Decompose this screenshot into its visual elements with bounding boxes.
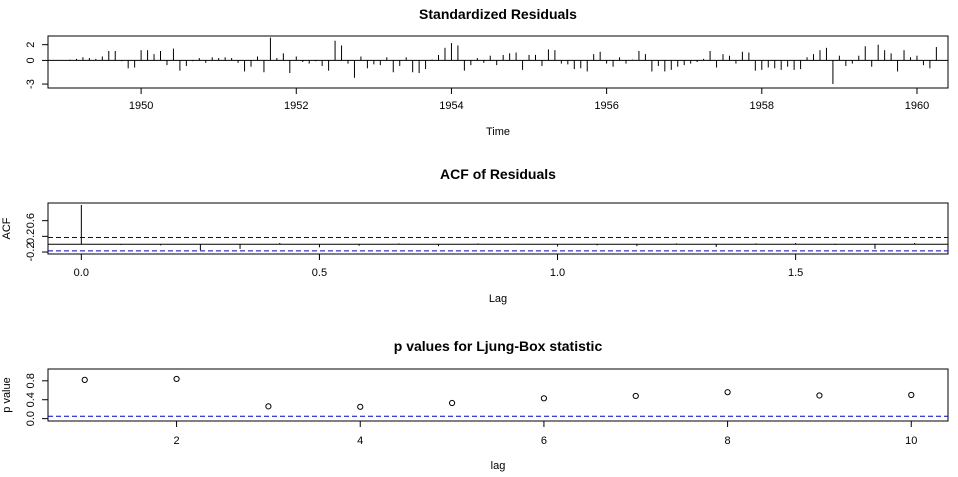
y-tick-label: 0.6 xyxy=(25,213,37,228)
x-tick-label: 1952 xyxy=(284,100,308,112)
y-axis-label: p value xyxy=(1,377,13,412)
p-value-point xyxy=(266,404,271,409)
x-tick-label: 2 xyxy=(174,435,180,447)
x-tick-label: 4 xyxy=(357,435,363,447)
x-tick-label: 1954 xyxy=(439,100,463,112)
x-tick-label: 1960 xyxy=(905,100,929,112)
x-axis-label: Time xyxy=(486,126,510,138)
x-axis-label: Lag xyxy=(489,293,507,305)
y-tick-label: -0.2 xyxy=(25,243,37,262)
x-tick-label: 0.0 xyxy=(74,267,89,279)
ljung-box-panel: p values for Ljung-Box statistic 2 4 6 8 10 0.… xyxy=(1,338,948,472)
p-value-point xyxy=(817,393,822,398)
x-tick-label: 1.5 xyxy=(788,267,803,279)
plot-frame xyxy=(48,369,948,421)
y-tick-label: 2 xyxy=(25,42,37,48)
p-value-point xyxy=(358,404,363,409)
p-value-point xyxy=(82,377,87,382)
x-tick-label: 10 xyxy=(905,435,917,447)
plot-frame xyxy=(48,203,948,254)
x-tick-label: 1956 xyxy=(594,100,618,112)
plot-frame xyxy=(48,36,948,88)
x-tick-label: 8 xyxy=(725,435,731,447)
residuals-panel: Standardized Residuals 1950 1952 1954 1956 19… xyxy=(25,6,948,138)
acf-panel: ACF of Residuals 0.0 0.5 1.0 1.5 -0.20.20.6 La… xyxy=(1,166,948,305)
p-value-point xyxy=(541,396,546,401)
p-value-point xyxy=(633,393,638,398)
x-tick-label: 6 xyxy=(541,435,547,447)
y-axis-label: ACF xyxy=(1,217,13,239)
y-tick-label: 0.2 xyxy=(25,229,37,244)
p-value-point xyxy=(174,376,179,381)
x-tick-label: 1958 xyxy=(750,100,774,112)
y-tick-label: 0 xyxy=(25,57,37,63)
y-tick-label: 0.8 xyxy=(25,373,37,388)
chart-title: Standardized Residuals xyxy=(419,6,577,22)
y-tick-label: 0.4 xyxy=(25,392,37,407)
x-tick-label: 1950 xyxy=(129,100,153,112)
chart-title: ACF of Residuals xyxy=(440,166,556,182)
x-tick-label: 1.0 xyxy=(550,267,565,279)
p-value-point xyxy=(449,400,454,405)
x-tick-label: 0.5 xyxy=(312,267,327,279)
p-value-point xyxy=(909,392,914,397)
y-tick-label: -3 xyxy=(25,79,37,89)
chart-title: p values for Ljung-Box statistic xyxy=(394,338,603,354)
p-value-point xyxy=(725,390,730,395)
y-tick-label: 0.0 xyxy=(25,411,37,426)
x-axis-label: lag xyxy=(491,460,506,472)
